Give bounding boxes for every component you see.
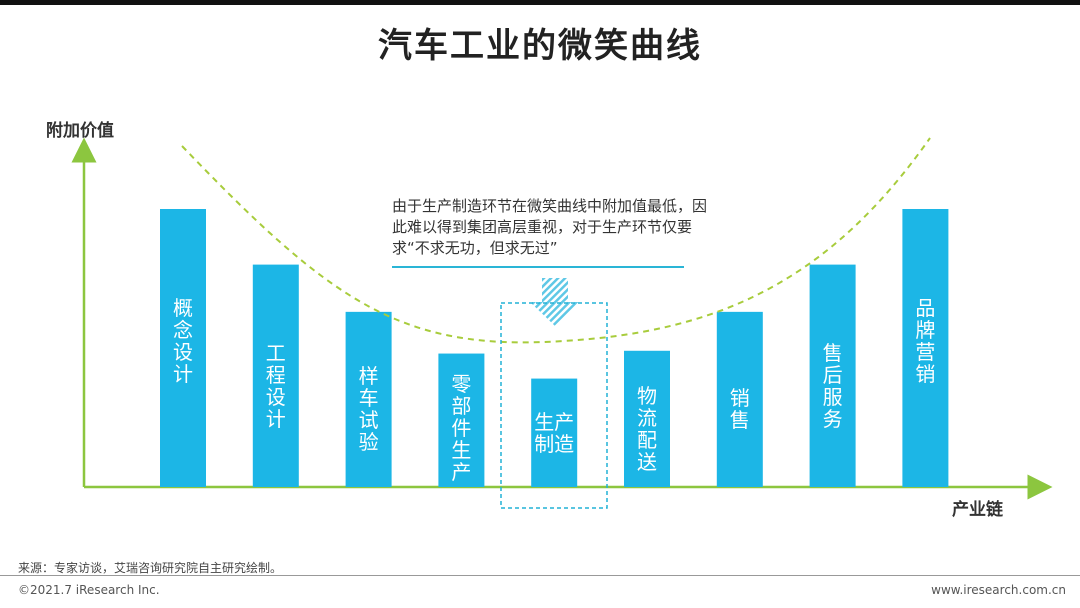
bar-label-0: 概念设计	[173, 296, 193, 386]
bar-label-3: 零部件生产	[451, 372, 472, 484]
bar-6	[716, 311, 763, 487]
callout-text: 由于生产制造环节在微笑曲线中附加值最低，因此难以得到集团高层重视，对于生产环节仅…	[392, 197, 708, 257]
down-arrow-icon	[530, 278, 580, 326]
bar-label-2: 样车试验	[358, 364, 379, 455]
bar-label-8: 品牌营销	[915, 296, 936, 386]
bar-5	[624, 350, 670, 487]
bar-label-4: 生产制造	[534, 409, 575, 456]
bar-label-7: 售后服务	[822, 340, 843, 431]
footer-divider	[0, 575, 1080, 576]
bar-2	[345, 311, 392, 487]
bar-0	[160, 209, 206, 487]
bar-1	[252, 264, 299, 487]
y-axis-label: 附加价值	[46, 121, 114, 141]
smile-curve	[181, 137, 931, 344]
x-axis-label: 产业链	[952, 500, 1003, 520]
bar-8	[902, 209, 949, 487]
bar-3	[438, 353, 485, 487]
bar-label-1: 工程设计	[265, 340, 286, 431]
website-url: www.iresearch.com.cn	[931, 583, 1066, 597]
page-title: 汽车工业的微笑曲线	[378, 26, 702, 66]
bar-label-5: 物流配送	[637, 383, 657, 474]
highlight-box	[500, 302, 608, 509]
top-bar	[0, 0, 1080, 5]
copyright: ©2021.7 iResearch Inc.	[18, 583, 160, 597]
bar-4	[531, 378, 578, 487]
bar-7	[809, 264, 856, 487]
source-note: 来源：专家访谈，艾瑞咨询研究院自主研究绘制。	[18, 561, 283, 575]
bar-label-6: 销售	[729, 386, 750, 433]
